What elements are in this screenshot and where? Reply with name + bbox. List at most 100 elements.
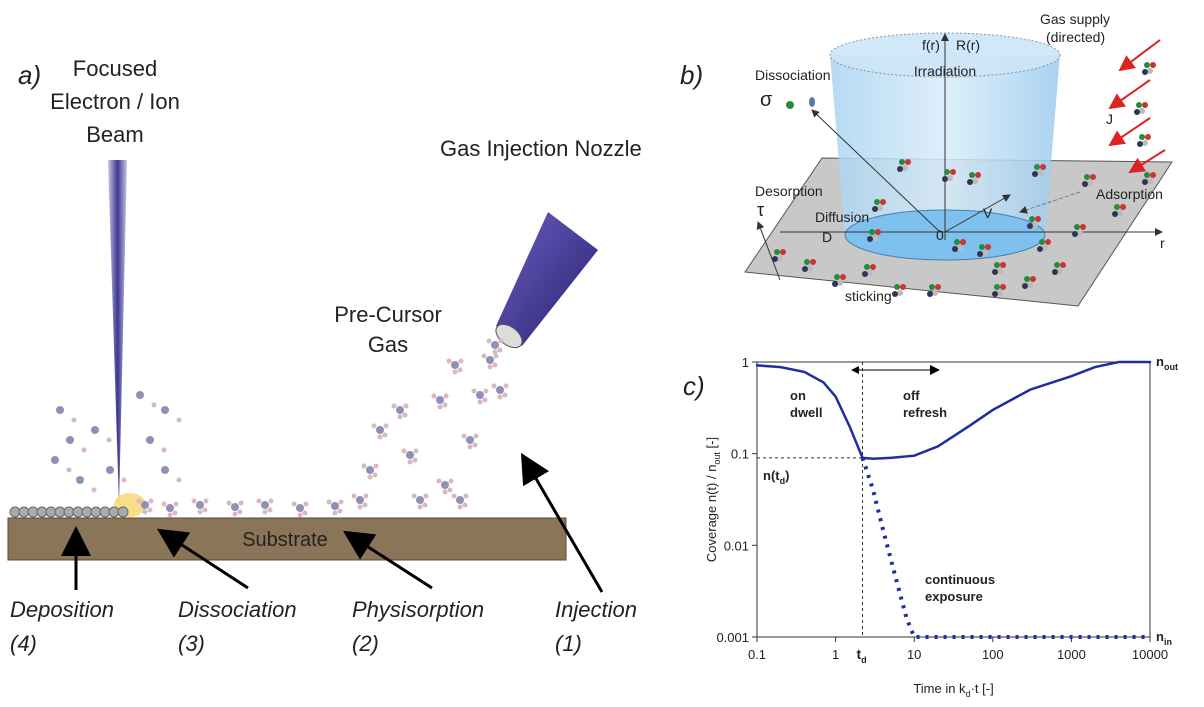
atom xyxy=(364,494,369,499)
atom xyxy=(331,502,339,510)
annotation-line: on xyxy=(790,388,806,403)
atom xyxy=(466,436,474,444)
atom xyxy=(1035,216,1041,222)
atom xyxy=(72,418,77,423)
atom xyxy=(503,393,508,398)
atom xyxy=(161,466,169,474)
atom xyxy=(977,251,983,257)
label: Dissociation xyxy=(755,67,830,83)
atom xyxy=(1034,164,1040,170)
atom xyxy=(487,339,492,344)
end-label: nout xyxy=(1156,354,1178,372)
atom xyxy=(413,458,418,463)
atom xyxy=(146,436,154,444)
atom xyxy=(1137,141,1143,147)
atom xyxy=(972,178,978,184)
atom xyxy=(1027,223,1033,229)
atom xyxy=(474,434,479,439)
text-sub: out xyxy=(1164,362,1178,372)
x-tick-label: 1000 xyxy=(1057,647,1086,662)
x-tick-label: 10000 xyxy=(1132,647,1168,662)
atom xyxy=(424,494,429,499)
atom xyxy=(1042,245,1048,251)
atom xyxy=(378,435,383,440)
atom xyxy=(233,512,238,517)
atom xyxy=(458,368,463,373)
atom xyxy=(238,510,243,515)
atom xyxy=(122,478,127,483)
atom xyxy=(832,281,838,287)
label: Diffusion xyxy=(815,209,869,225)
atom xyxy=(141,501,149,509)
atom xyxy=(810,259,816,265)
x-tick-label: 1 xyxy=(832,647,839,662)
atom xyxy=(874,199,880,205)
atom xyxy=(897,166,903,172)
atom xyxy=(486,356,494,364)
atom xyxy=(880,199,886,205)
atom xyxy=(1142,102,1148,108)
atom xyxy=(498,348,503,353)
atom xyxy=(834,274,840,280)
atom xyxy=(374,464,379,469)
atom xyxy=(166,504,174,512)
label: 0 xyxy=(936,227,944,243)
atom xyxy=(476,391,484,399)
atom xyxy=(358,505,363,510)
atom xyxy=(368,475,373,480)
molecules xyxy=(10,339,509,518)
annotation-line: refresh xyxy=(903,405,947,420)
step-label: Physisorption(2) xyxy=(352,597,484,656)
atom xyxy=(292,502,297,507)
text-part: Time in k xyxy=(913,681,966,696)
atom xyxy=(892,291,898,297)
atom xyxy=(263,510,268,515)
atom xyxy=(774,249,780,255)
x-tick-label: 0.1 xyxy=(748,647,766,662)
nozzle xyxy=(496,212,598,346)
atom xyxy=(174,502,179,507)
atom xyxy=(1144,62,1150,68)
atom xyxy=(979,244,985,250)
atom xyxy=(1052,269,1058,275)
atom xyxy=(1029,216,1035,222)
atom xyxy=(929,284,935,290)
atom xyxy=(802,266,808,272)
atom xyxy=(1054,262,1060,268)
atom xyxy=(414,449,419,454)
atom xyxy=(862,271,868,277)
text-part: ·t [-] xyxy=(971,681,994,696)
atom xyxy=(994,284,1000,290)
atom xyxy=(432,394,437,399)
figure: a) FocusedElectron / IonBeam Gas Injecti… xyxy=(0,0,1204,702)
atom xyxy=(1087,180,1093,186)
atom xyxy=(56,406,64,414)
atom xyxy=(1040,164,1046,170)
atom xyxy=(1037,170,1043,176)
atom xyxy=(373,473,378,478)
atom xyxy=(203,508,208,513)
atom xyxy=(136,391,144,399)
atom xyxy=(231,503,239,511)
atom xyxy=(957,245,963,251)
y-tick-label: 0.01 xyxy=(724,538,749,553)
atom xyxy=(462,434,467,439)
atom xyxy=(872,235,878,241)
atom xyxy=(453,370,458,375)
atom xyxy=(107,438,112,443)
atom xyxy=(149,499,154,504)
atom xyxy=(864,264,870,270)
atom xyxy=(91,426,99,434)
label: Irradiation xyxy=(914,63,976,79)
atom xyxy=(177,418,182,423)
atom xyxy=(932,290,938,296)
atom xyxy=(982,250,988,256)
atom xyxy=(1136,102,1142,108)
label: D xyxy=(822,229,832,245)
atom xyxy=(975,172,981,178)
atom xyxy=(1142,140,1148,146)
atom xyxy=(1147,178,1153,184)
atom xyxy=(1024,276,1030,282)
